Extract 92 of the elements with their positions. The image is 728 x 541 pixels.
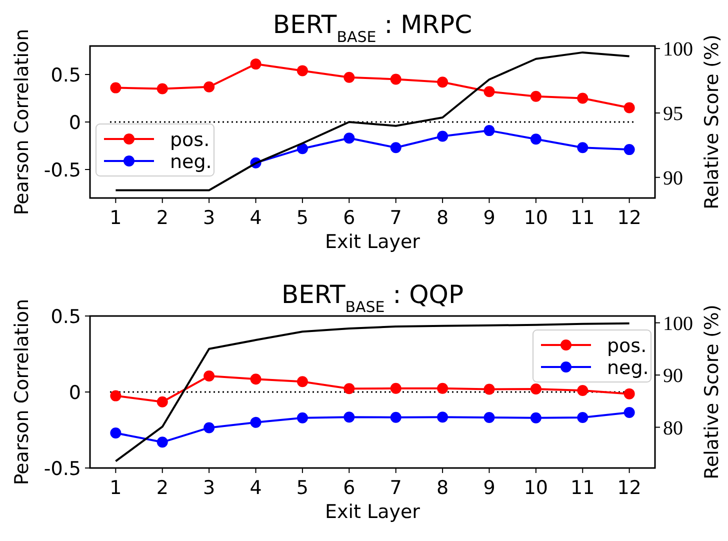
x-tick-label: 11 bbox=[570, 207, 595, 229]
point bbox=[250, 58, 262, 70]
point bbox=[204, 370, 215, 382]
point bbox=[296, 143, 308, 154]
point bbox=[296, 376, 308, 388]
point bbox=[344, 383, 355, 394]
point bbox=[296, 412, 308, 424]
point bbox=[437, 76, 448, 88]
legend-label: pos. bbox=[607, 335, 647, 357]
y2-axis-title: Relative Score (%) bbox=[701, 34, 723, 210]
x-tick-label: 5 bbox=[296, 477, 309, 499]
chart-title: BERT$_{BASE}$ : QQP bbox=[281, 280, 464, 316]
y-tick-label: 0.5 bbox=[50, 306, 81, 328]
x-axis-title: Exit Layer bbox=[325, 231, 420, 253]
point bbox=[344, 72, 355, 83]
x-tick-label: 1 bbox=[110, 477, 122, 499]
point bbox=[530, 90, 542, 102]
x-tick-label: 3 bbox=[203, 477, 216, 499]
x-tick-label: 12 bbox=[617, 207, 642, 229]
x-tick-label: 4 bbox=[250, 207, 262, 229]
x-tick-label: 8 bbox=[436, 477, 449, 499]
point bbox=[296, 65, 308, 76]
point bbox=[577, 92, 588, 104]
point bbox=[530, 134, 542, 145]
x-tick-label: 2 bbox=[156, 207, 168, 229]
x-axis-title: Exit Layer bbox=[325, 501, 420, 523]
point bbox=[156, 83, 168, 94]
y-tick-label: 0 bbox=[68, 382, 81, 404]
x-tick-label: 10 bbox=[524, 477, 548, 499]
point bbox=[156, 436, 168, 448]
x-tick-label: 4 bbox=[250, 477, 262, 499]
y-axis-title: Pearson Correlation bbox=[11, 298, 33, 486]
y2-tick-label: 80 bbox=[663, 417, 683, 440]
point bbox=[110, 428, 122, 439]
x-tick-label: 12 bbox=[617, 477, 642, 499]
x-tick-label: 7 bbox=[390, 477, 402, 499]
point bbox=[624, 388, 635, 400]
point bbox=[624, 102, 635, 114]
x-tick-label: 7 bbox=[390, 207, 402, 229]
point bbox=[624, 144, 635, 156]
y-axis-title: Pearson Correlation bbox=[11, 28, 33, 216]
point bbox=[390, 142, 402, 154]
x-tick-label: 2 bbox=[156, 477, 168, 499]
point bbox=[156, 396, 168, 408]
y2-tick-label: 90 bbox=[663, 167, 683, 190]
point bbox=[577, 142, 588, 154]
x-tick-label: 10 bbox=[524, 207, 548, 229]
point bbox=[250, 416, 262, 428]
point bbox=[390, 74, 402, 85]
point bbox=[484, 86, 495, 98]
point bbox=[250, 374, 262, 385]
x-tick-label: 6 bbox=[343, 207, 356, 229]
y-tick-label: -0.5 bbox=[44, 160, 81, 182]
point bbox=[344, 412, 355, 423]
x-tick-label: 9 bbox=[483, 207, 496, 229]
point bbox=[437, 130, 448, 142]
x-tick-label: 3 bbox=[203, 207, 216, 229]
point bbox=[484, 125, 495, 136]
point bbox=[437, 412, 448, 423]
x-tick-label: 9 bbox=[483, 477, 496, 499]
point bbox=[110, 390, 122, 402]
point bbox=[577, 412, 588, 424]
y2-tick-label: 95 bbox=[663, 102, 683, 125]
chart-title: BERT$_{BASE}$ : MRPC bbox=[272, 10, 472, 46]
point bbox=[624, 407, 635, 418]
y2-tick-label: 100 bbox=[663, 38, 693, 61]
point bbox=[390, 412, 402, 423]
point bbox=[110, 82, 122, 94]
legend-label: neg. bbox=[607, 357, 649, 379]
y-tick-label: 0.5 bbox=[50, 64, 81, 86]
point bbox=[390, 382, 402, 394]
x-tick-label: 1 bbox=[110, 207, 122, 229]
y2-axis-title: Relative Score (%) bbox=[701, 304, 723, 480]
y2-tick-label: 100 bbox=[663, 312, 693, 335]
point bbox=[344, 132, 355, 144]
point bbox=[204, 81, 215, 92]
point bbox=[530, 383, 542, 394]
x-tick-label: 11 bbox=[570, 477, 595, 499]
x-tick-label: 6 bbox=[343, 477, 356, 499]
y2-tick-label: 90 bbox=[663, 365, 683, 388]
point bbox=[437, 382, 448, 394]
legend-label: pos. bbox=[170, 129, 210, 151]
point bbox=[484, 384, 495, 395]
y-tick-label: -0.5 bbox=[44, 458, 81, 480]
point bbox=[484, 412, 495, 424]
x-tick-label: 5 bbox=[296, 207, 309, 229]
legend-label: neg. bbox=[170, 151, 212, 173]
point bbox=[204, 422, 215, 434]
y-tick-label: 0 bbox=[68, 112, 81, 134]
point bbox=[577, 384, 588, 396]
point bbox=[530, 412, 542, 424]
x-tick-label: 8 bbox=[436, 207, 449, 229]
